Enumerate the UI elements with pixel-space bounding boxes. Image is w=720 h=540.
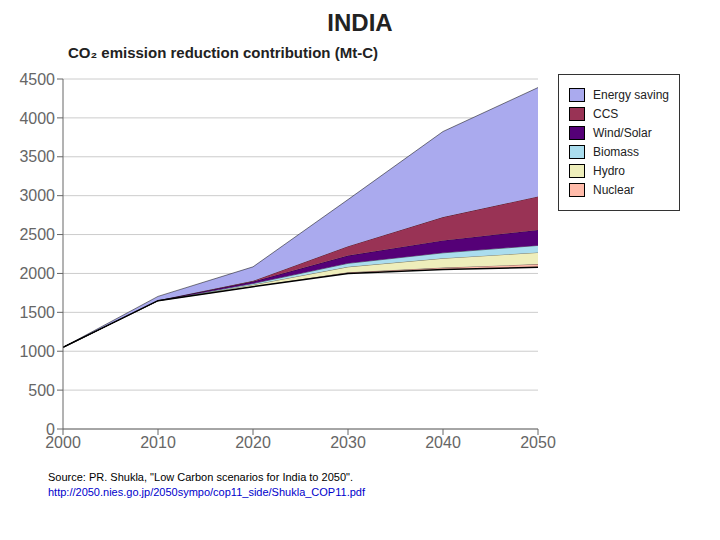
svg-text:3000: 3000: [19, 187, 55, 204]
svg-text:3500: 3500: [19, 148, 55, 165]
svg-text:2020: 2020: [235, 434, 271, 451]
svg-text:2030: 2030: [330, 434, 366, 451]
svg-text:2010: 2010: [140, 434, 176, 451]
html-text:http://2050.nies.go.jp/2050sym: http://2050.nies.go.jp/2050sympo/cop11_s…: [48, 486, 365, 498]
svg-text:0: 0: [46, 421, 55, 438]
html-text:Nuclear: Nuclear: [593, 183, 635, 197]
svg-text:500: 500: [28, 382, 55, 399]
svg-text:4500: 4500: [19, 71, 55, 88]
svg-text:2050: 2050: [520, 434, 556, 451]
html-text:CCS: CCS: [593, 107, 619, 121]
svg-text:2040: 2040: [425, 434, 461, 451]
svg-text:2000: 2000: [19, 265, 55, 282]
html-text:Hydro: Hydro: [593, 164, 625, 178]
svg-text:2000: 2000: [45, 434, 81, 452]
svg-text:4000: 4000: [19, 110, 55, 127]
svg-text:1500: 1500: [19, 304, 55, 321]
html-text:CO₂ emission reduction contrib: CO₂ emission reduction contribution (Mt-…: [68, 44, 378, 61]
svg-text:2500: 2500: [19, 226, 55, 243]
html-text:Wind/Solar: Wind/Solar: [593, 126, 652, 140]
html-text:INDIA: INDIA: [327, 9, 393, 36]
svg-text:1000: 1000: [19, 343, 55, 360]
html-text:Source: PR. Shukla, "Low Carbo: Source: PR. Shukla, "Low Carbon scenario…: [48, 471, 353, 483]
html-text:Energy saving: Energy saving: [593, 88, 669, 102]
html-text:Biomass: Biomass: [593, 145, 639, 159]
